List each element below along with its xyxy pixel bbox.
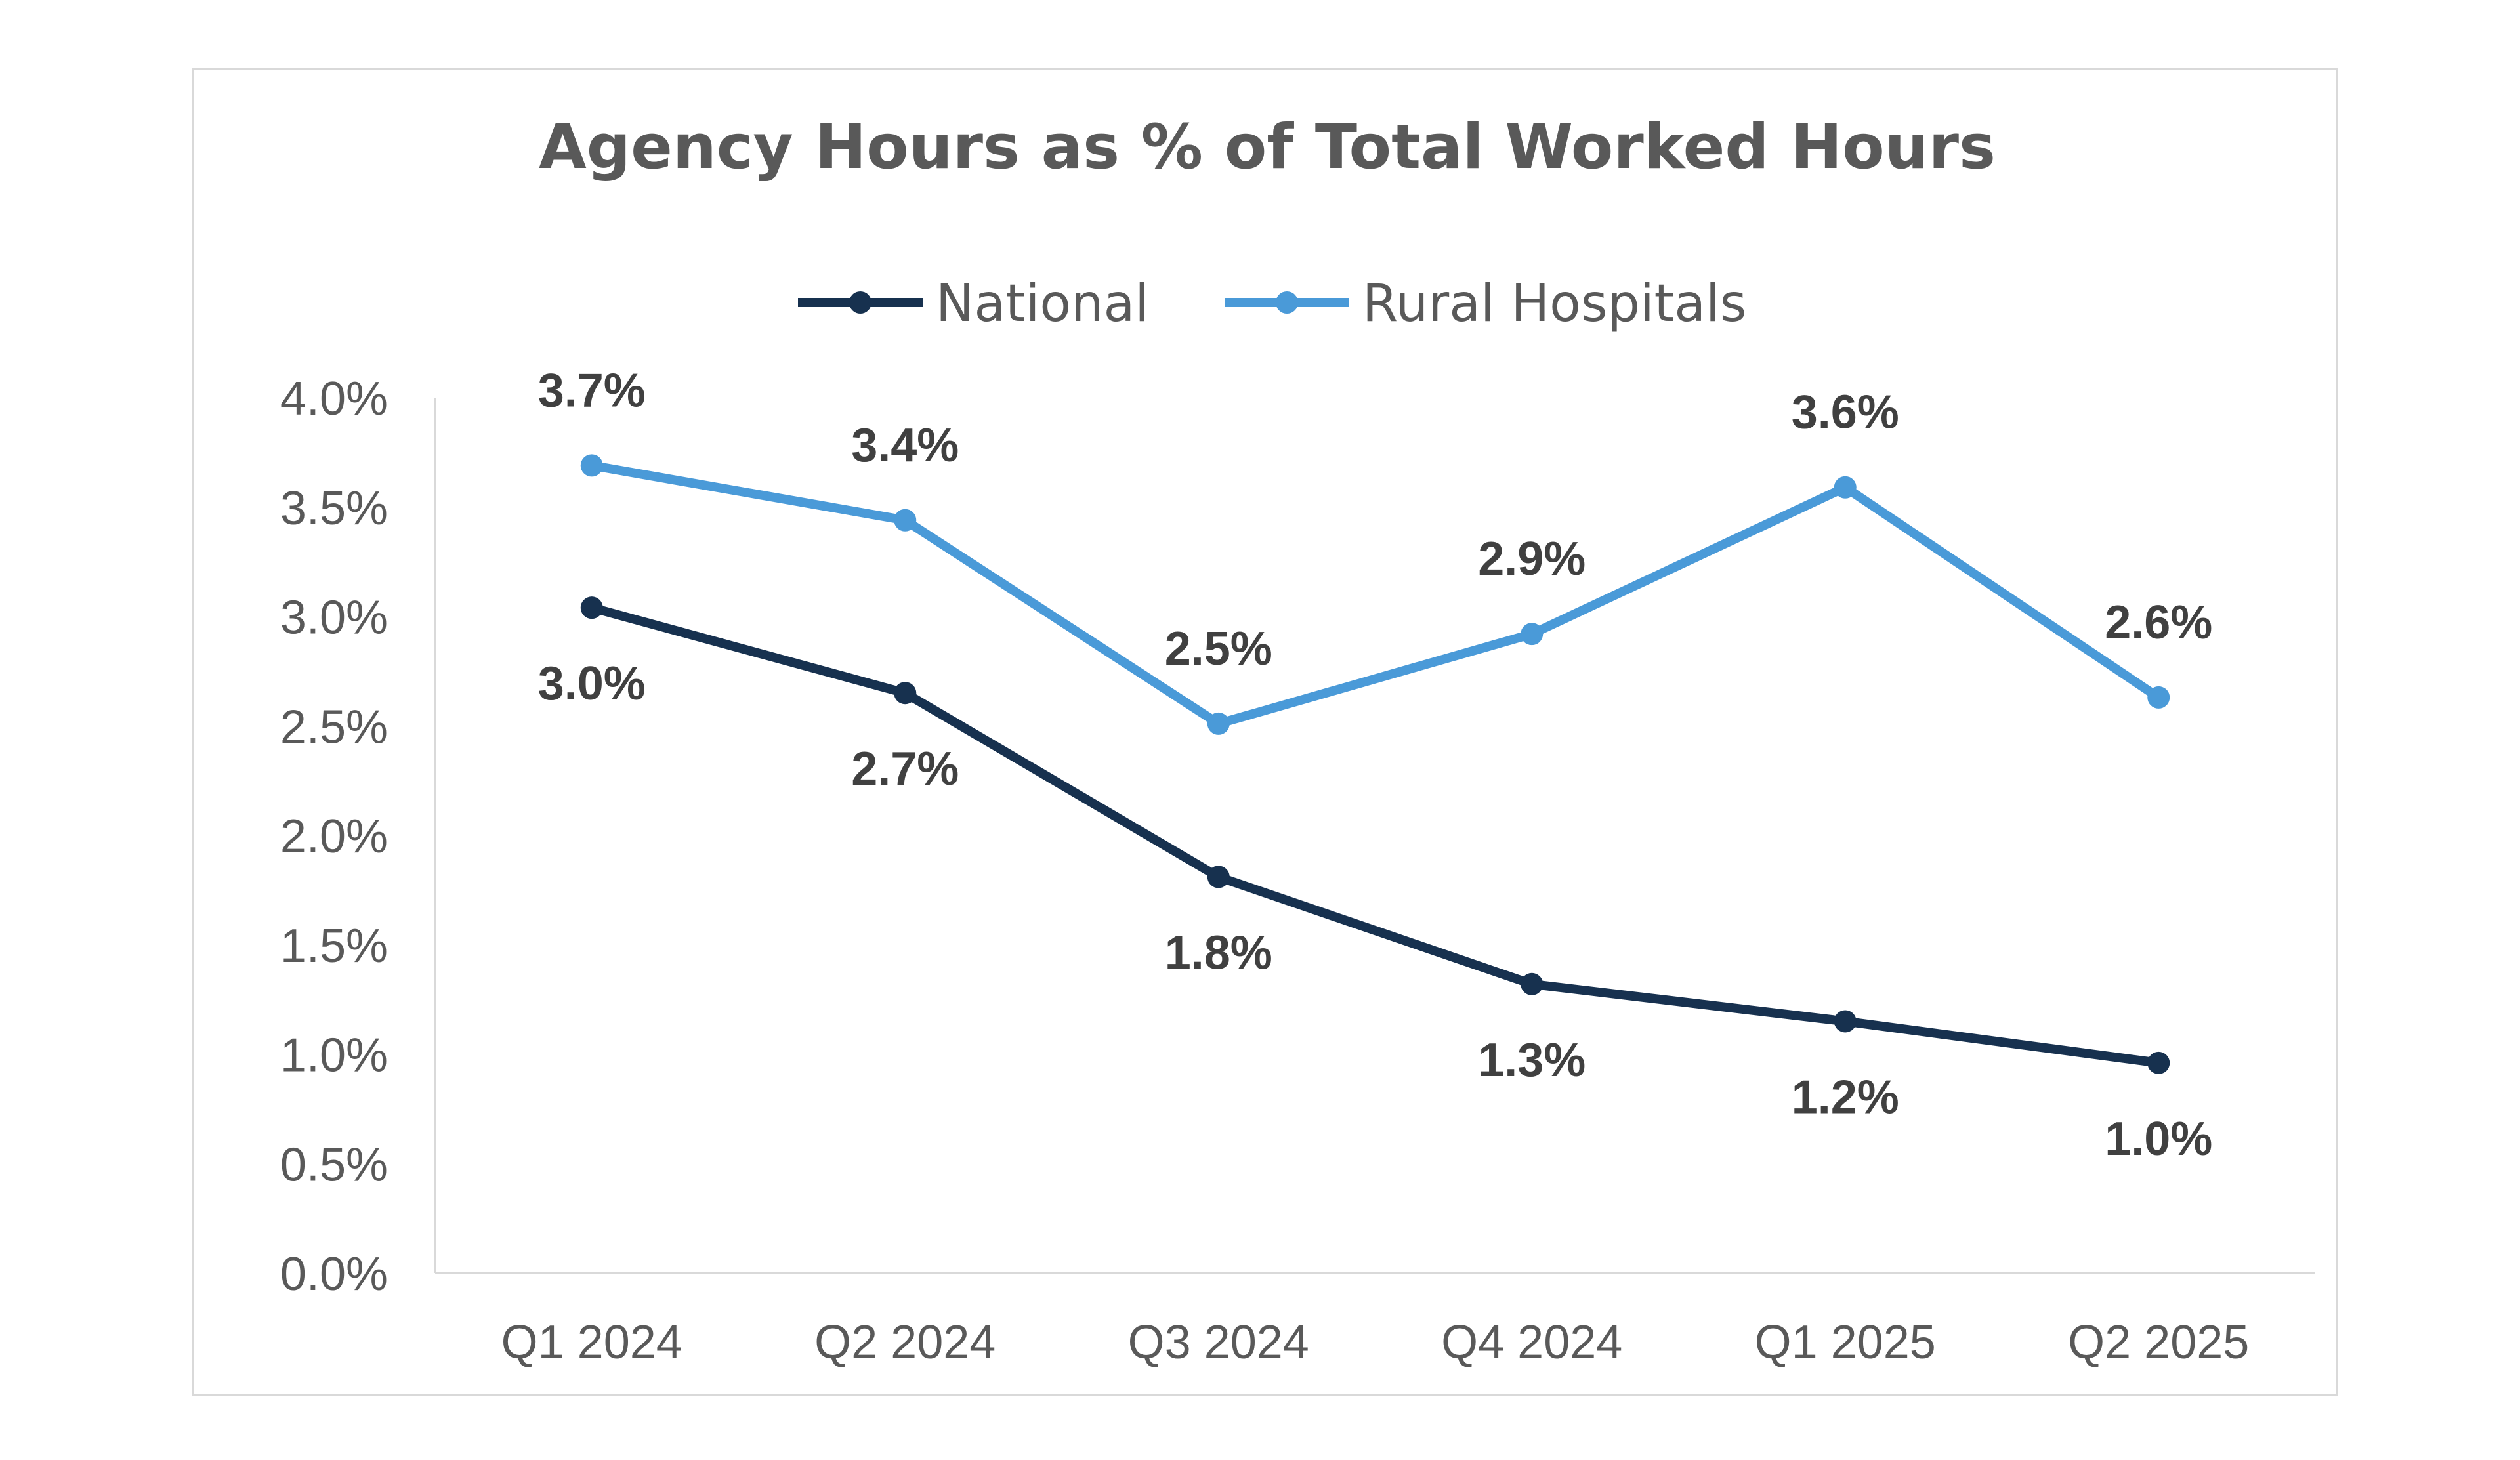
series-line-rural-hospitals <box>587 461 2164 728</box>
x-tick-label: Q1 2024 <box>501 1316 682 1369</box>
data-point-rural-hospitals <box>894 509 917 532</box>
data-labels: 3.0% 2.7% 1.8% 1.3% 1.2% 1.0% 3.7% 3.4% 2.5% 2.9%… <box>538 364 2213 1165</box>
data-point-national <box>1207 866 1230 888</box>
y-tick-label: 0.0% <box>280 1248 388 1301</box>
series-layer <box>580 454 2170 1074</box>
data-point-national <box>1834 1010 1857 1033</box>
line-chart: Agency Hours as % of Total Worked Hours … <box>280 112 2315 1369</box>
legend: National Rural Hospitals <box>798 274 1746 333</box>
legend-label-rural-hospitals: Rural Hospitals <box>1362 274 1746 333</box>
series-national <box>580 596 2170 1074</box>
y-tick-label: 0.5% <box>280 1138 388 1191</box>
data-label-national: 2.7% <box>851 743 959 795</box>
legend-marker-rural-hospitals <box>1276 291 1298 314</box>
series-line-national <box>587 603 2164 1068</box>
data-point-rural-hospitals <box>1834 476 1857 499</box>
x-tick-label: Q2 2024 <box>814 1316 996 1369</box>
y-tick-label: 1.5% <box>280 920 388 972</box>
legend-marker-national <box>849 291 872 314</box>
data-point-rural-hospitals <box>2147 686 2170 709</box>
y-tick-label: 2.0% <box>280 810 388 863</box>
x-tick-label: Q4 2024 <box>1441 1316 1622 1369</box>
x-tick-label: Q3 2024 <box>1128 1316 1309 1369</box>
y-tick-label: 1.0% <box>280 1030 388 1082</box>
data-label-rural-hospitals: 2.5% <box>1165 623 1272 675</box>
y-tick-label: 4.0% <box>280 373 388 425</box>
data-label-national: 1.8% <box>1165 927 1272 979</box>
x-tick-label: Q1 2025 <box>1755 1316 1936 1369</box>
chart-frame: Agency Hours as % of Total Worked Hours … <box>192 68 2338 1396</box>
data-label-rural-hospitals: 3.4% <box>851 419 959 472</box>
legend-item-national: National <box>798 274 1149 333</box>
data-label-rural-hospitals: 3.6% <box>1792 386 1899 439</box>
data-point-national <box>1521 972 1544 995</box>
x-axis-ticks: Q1 2024 Q2 2024 Q3 2024 Q4 2024 Q1 2025 Q2 20… <box>501 1316 2250 1369</box>
data-point-national <box>2147 1051 2170 1074</box>
legend-item-rural-hospitals: Rural Hospitals <box>1225 274 1746 333</box>
series-rural-hospitals <box>580 454 2170 735</box>
x-tick-label: Q2 2025 <box>2068 1316 2249 1369</box>
data-point-rural-hospitals <box>1521 623 1544 646</box>
data-label-national: 1.2% <box>1792 1071 1899 1123</box>
legend-label-national: National <box>936 274 1149 333</box>
data-point-national <box>580 596 603 619</box>
data-label-rural-hospitals: 3.7% <box>538 364 646 417</box>
data-point-national <box>894 682 917 705</box>
data-label-national: 3.0% <box>538 657 646 710</box>
y-tick-label: 3.0% <box>280 592 388 644</box>
data-point-rural-hospitals <box>580 454 603 477</box>
data-label-rural-hospitals: 2.6% <box>2105 596 2212 649</box>
y-axis-ticks: 0.0% 0.5% 1.0% 1.5% 2.0% 2.5% 3.0% 3.5% 4.0% <box>280 373 388 1301</box>
data-label-national: 1.0% <box>2105 1113 2212 1165</box>
data-label-rural-hospitals: 2.9% <box>1478 533 1586 585</box>
y-tick-label: 2.5% <box>280 701 388 753</box>
y-tick-label: 3.5% <box>280 482 388 535</box>
chart-title: Agency Hours as % of Total Worked Hours <box>539 112 1996 183</box>
data-point-rural-hospitals <box>1207 712 1230 735</box>
data-label-national: 1.3% <box>1478 1034 1586 1087</box>
